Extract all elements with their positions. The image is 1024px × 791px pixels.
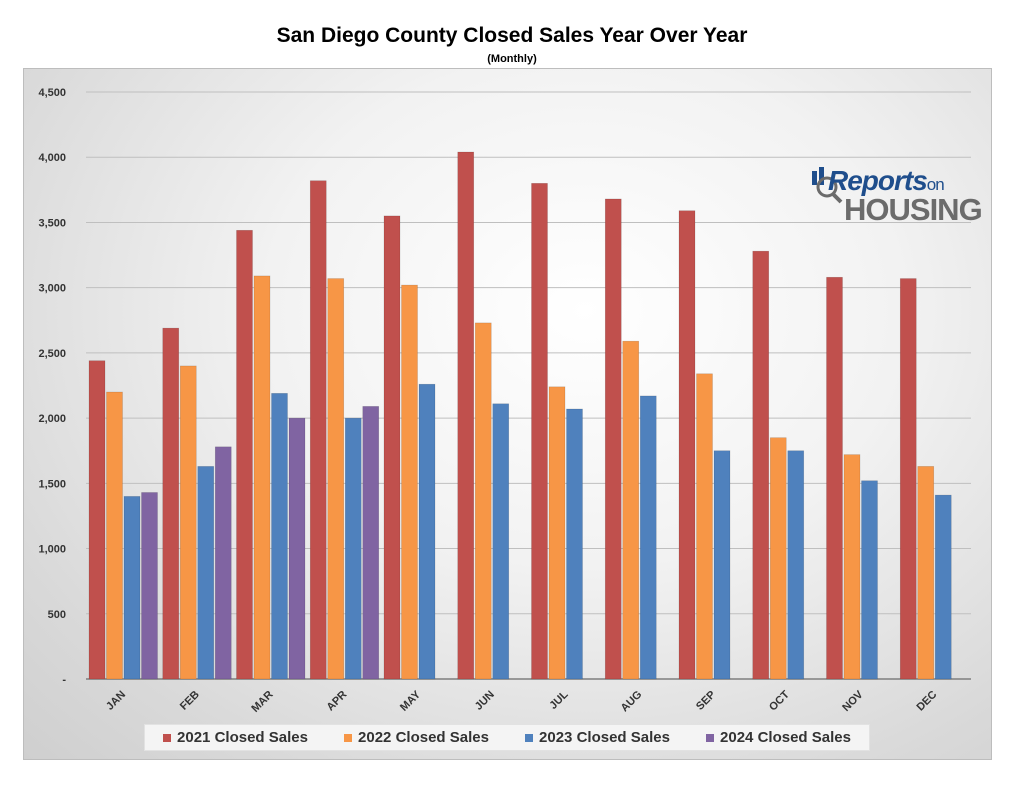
- bar-aug-1: [604, 198, 622, 680]
- bar-dec-1: [899, 278, 917, 680]
- x-tick-label: NOV: [840, 688, 866, 714]
- bar-apr-4: [362, 406, 380, 680]
- bar-jun-3: [492, 403, 510, 680]
- bar-feb-3: [197, 466, 215, 680]
- chart-title: San Diego County Closed Sales Year Over …: [276, 24, 748, 47]
- y-tick-label: 4,000: [38, 152, 66, 164]
- legend-swatch: [344, 733, 353, 742]
- x-tick-label: MAY: [398, 688, 424, 714]
- bar-mar-3: [271, 393, 288, 680]
- logo-text-top: Reportson: [828, 165, 945, 196]
- reports-on-housing-logo: Reportson HOUSING: [810, 165, 990, 229]
- x-tick-label: JUN: [473, 689, 497, 713]
- legend-label: 2023 Closed Sales: [539, 729, 670, 746]
- bar-jul-2: [548, 386, 566, 680]
- x-tick-label: FEB: [178, 689, 202, 713]
- legend-label: 2022 Closed Sales: [358, 729, 489, 746]
- bar-jan-4: [141, 492, 158, 680]
- bar-jul-1: [531, 183, 548, 680]
- y-tick-label: 3,500: [38, 217, 66, 229]
- legend-swatch: [706, 733, 715, 742]
- bar-mar-2: [253, 275, 271, 680]
- x-tick-label: JAN: [104, 689, 128, 713]
- bar-aug-2: [622, 340, 640, 680]
- legend-item: 2024 Closed Sales: [706, 729, 851, 746]
- legend-item: 2021 Closed Sales: [163, 729, 308, 746]
- bar-oct-1: [752, 250, 770, 680]
- bar-dec-2: [917, 466, 935, 680]
- x-tick-label: SEP: [694, 689, 718, 713]
- x-tick-label: DEC: [914, 689, 939, 714]
- y-tick-label: 3,000: [38, 283, 66, 295]
- bar-feb-2: [179, 365, 197, 680]
- y-tick-label: 2,000: [38, 413, 66, 425]
- y-tick-label: -: [62, 674, 66, 686]
- bar-apr-2: [327, 278, 345, 680]
- legend-swatch: [525, 733, 534, 742]
- bar-apr-1: [309, 180, 327, 680]
- bar-may-3: [418, 383, 436, 680]
- bar-jun-1: [457, 151, 475, 680]
- bar-jun-2: [474, 322, 492, 680]
- bar-aug-3: [639, 395, 657, 680]
- bar-oct-2: [769, 437, 787, 680]
- bar-may-2: [401, 284, 418, 680]
- chart-legend: 2021 Closed Sales 2022 Closed Sales 2023 C…: [144, 724, 870, 751]
- bar-apr-3: [344, 417, 362, 680]
- bar-may-1: [383, 215, 401, 680]
- bar-nov-1: [826, 276, 843, 680]
- logo-mark-icon: [812, 167, 843, 204]
- bar-oct-3: [787, 450, 805, 680]
- plot-area: - 500 1,000 1,500 2,000 2,500 3,000 3,500 4,000 4…: [23, 68, 992, 760]
- bar-sep-2: [696, 373, 713, 680]
- bar-nov-2: [843, 454, 861, 680]
- bar-sep-1: [678, 210, 696, 680]
- bar-jan-1: [88, 360, 106, 680]
- x-tick-label: AUG: [619, 689, 645, 715]
- bar-jan-2: [106, 391, 123, 680]
- y-tick-label: 2,500: [38, 348, 66, 360]
- bar-feb-4: [214, 446, 232, 680]
- bar-jan-3: [123, 496, 141, 680]
- bar-nov-3: [861, 480, 878, 680]
- legend-label: 2024 Closed Sales: [720, 729, 851, 746]
- legend-item: 2022 Closed Sales: [344, 729, 489, 746]
- bar-mar-4: [288, 417, 306, 680]
- x-tick-label: MAR: [249, 689, 275, 715]
- chart-subtitle: (Monthly): [487, 53, 537, 65]
- bar-jul-3: [566, 408, 583, 680]
- logo-text-bottom: HOUSING: [844, 192, 983, 227]
- x-tick-label: APR: [324, 689, 349, 714]
- bar-dec-3: [934, 494, 952, 680]
- y-tick-label: 1,000: [38, 544, 66, 556]
- y-tick-label: 4,500: [38, 87, 66, 99]
- y-tick-label: 500: [48, 609, 66, 621]
- bar-chart: - 500 1,000 1,500 2,000 2,500 3,000 3,500 4,000 4…: [38, 87, 971, 715]
- x-tick-label: JUL: [547, 688, 570, 711]
- legend-item: 2023 Closed Sales: [525, 729, 670, 746]
- bar-feb-1: [162, 327, 180, 680]
- x-tick-label: OCT: [767, 688, 792, 713]
- legend-label: 2021 Closed Sales: [177, 729, 308, 746]
- legend-swatch: [163, 733, 172, 742]
- bar-sep-3: [713, 450, 731, 680]
- y-tick-label: 1,500: [38, 478, 66, 490]
- bar-mar-1: [236, 229, 253, 680]
